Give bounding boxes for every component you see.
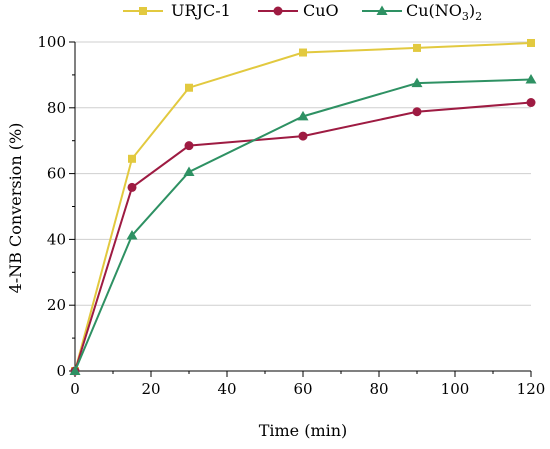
legend-label-cuo: CuO: [303, 1, 339, 20]
x-tick-label-0: 0: [70, 380, 80, 398]
series-cu-no3-2: [69, 74, 537, 375]
y-tick-label-80: 80: [47, 99, 66, 117]
legend-item-cuo: CuO: [258, 1, 339, 20]
x-tick-label-80: 80: [369, 380, 388, 398]
data-point-urjc-1-90: [413, 43, 421, 52]
data-point-cuo-90: [412, 107, 422, 117]
data-point-cu-no3-2-120: [525, 74, 537, 84]
y-tick-label-20: 20: [47, 296, 66, 314]
data-point-cuo-120: [526, 98, 536, 108]
x-tick-label-60: 60: [293, 380, 312, 398]
series-cuo: [70, 98, 536, 376]
series-line-cu-no3-2: [74, 78, 532, 372]
data-point-urjc-1-60: [299, 48, 307, 57]
y-tick-label-0: 0: [56, 362, 66, 380]
legend-marker-cu-no3-2: [376, 5, 388, 15]
x-tick-label-20: 20: [141, 380, 160, 398]
legend-label-cu-no3-2-mid: ): [469, 1, 475, 20]
legend-label-cu-no3-2: Cu(NO3)2: [406, 1, 482, 23]
legend-item-cu-no3-2: Cu(NO3)2: [362, 1, 482, 23]
series-urjc-1: [71, 38, 535, 375]
x-tick-label-40: 40: [217, 380, 236, 398]
legend-marker-cuo: [273, 6, 283, 16]
legend-label-cu-no3-2-main: Cu(NO: [406, 1, 462, 20]
axes: [69, 41, 532, 377]
series-line-cuo: [74, 101, 532, 372]
legend-item-urjc-1: URJC-1: [123, 1, 231, 20]
data-point-cu-no3-2-60: [297, 110, 309, 121]
data-point-cu-no3-2-15: [126, 229, 138, 240]
x-tick-label-120: 120: [517, 380, 546, 398]
series: [69, 38, 537, 376]
y-tick-label-100: 100: [37, 33, 66, 51]
tick-labels: 0 20 40 60 80 100 0 20 40 60 80 100 120: [37, 33, 545, 398]
legend-marker-urjc-1: [139, 7, 147, 15]
y-axis-title: 4-NB Conversion (%): [6, 123, 25, 294]
legend-label-cu-no3-2-sub2: 2: [475, 10, 482, 23]
legend-label-urjc-1: URJC-1: [171, 1, 231, 20]
data-point-cu-no3-2-30: [183, 166, 195, 176]
data-point-cu-no3-2-90: [411, 77, 423, 88]
data-point-cu-no3-2-0: [69, 365, 81, 375]
data-point-urjc-1-120: [527, 38, 535, 47]
x-tick-label-100: 100: [441, 380, 470, 398]
data-point-cuo-15: [127, 182, 137, 192]
data-point-urjc-1-15: [128, 154, 136, 163]
data-point-cuo-60: [298, 131, 308, 141]
data-point-urjc-1-30: [185, 83, 193, 92]
series-line-urjc-1: [74, 41, 532, 372]
y-tick-label-60: 60: [47, 165, 66, 183]
legend: URJC-1 CuO Cu(NO3)2: [123, 1, 482, 23]
legend-label-cu-no3-2-sub1: 3: [462, 10, 469, 23]
y-tick-label-40: 40: [47, 230, 66, 248]
data-point-cuo-30: [184, 141, 194, 151]
x-axis-title: Time (min): [259, 421, 348, 440]
